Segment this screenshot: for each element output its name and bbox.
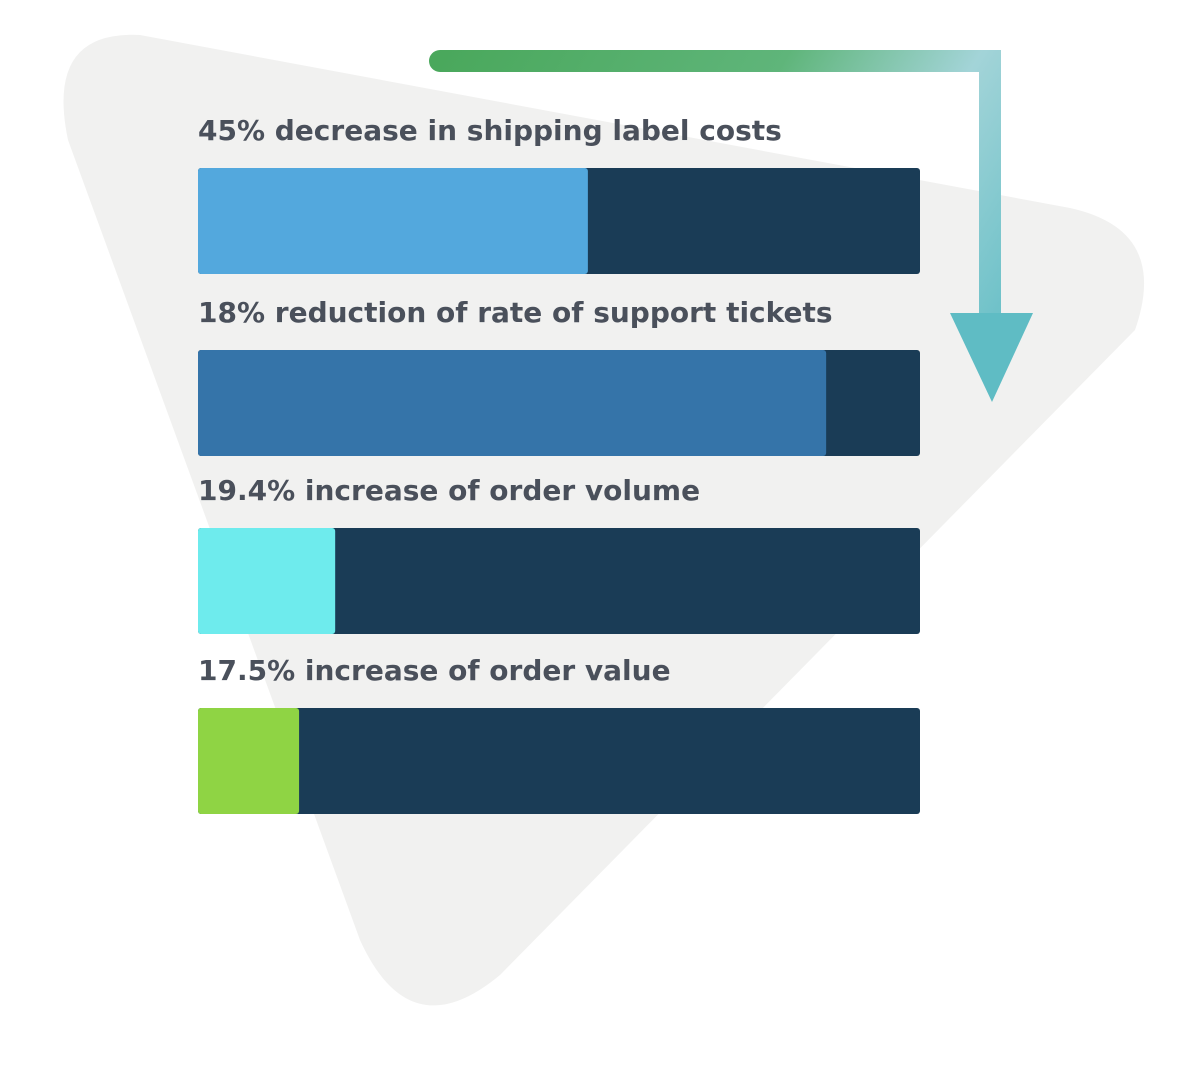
bar-fill <box>198 708 300 814</box>
bar-track <box>198 708 920 814</box>
bar-label: 17.5% increase of order value <box>198 654 671 687</box>
arrow-head <box>950 313 1033 402</box>
bar-track <box>198 528 920 634</box>
bar-fill <box>198 528 336 634</box>
bar-label: 19.4% increase of order volume <box>198 474 700 507</box>
bar-label: 45% decrease in shipping label costs <box>198 114 782 147</box>
arrow <box>429 50 1033 402</box>
bar-fill <box>198 168 588 274</box>
bar-group: 45% decrease in shipping label costs 18% … <box>198 114 920 814</box>
arrow-line <box>429 50 1001 331</box>
bar-label: 18% reduction of rate of support tickets <box>198 296 833 329</box>
bar-fill <box>198 350 827 456</box>
